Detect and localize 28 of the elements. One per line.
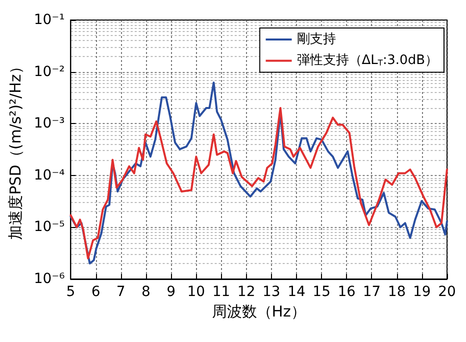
- y-tick-label: 10⁻⁴: [34, 167, 66, 184]
- legend-label: 弾性支持（ΔLT:3.0dB）: [296, 53, 438, 68]
- legend-label: 剛支持: [296, 32, 336, 47]
- y-tick-label: 10⁻⁶: [34, 271, 66, 287]
- x-tick-label: 18: [388, 284, 406, 300]
- x-tick-label: 13: [262, 284, 280, 300]
- x-tick-label: 6: [91, 284, 100, 300]
- x-tick-label: 9: [166, 284, 176, 300]
- x-tick-label: 14: [288, 284, 306, 300]
- x-axis-title: 周波数（Hz）: [212, 302, 306, 320]
- x-tick-label: 11: [212, 284, 230, 300]
- x-tick-label: 16: [338, 284, 356, 300]
- x-tick-label: 12: [237, 284, 256, 300]
- y-tick-label: 10⁻²: [34, 64, 65, 80]
- line-series: [70, 82, 448, 264]
- y-tick-label: 10⁻¹: [34, 12, 65, 28]
- x-tick-label: 10: [187, 284, 206, 300]
- y-tick-label: 10⁻⁵: [34, 219, 65, 236]
- y-tick-label: 10⁻³: [34, 116, 65, 132]
- y-axis-title: 加速度PSD（(m/s²)²/Hz）: [6, 59, 24, 240]
- line-series: [70, 107, 448, 260]
- x-tick-label: 5: [66, 284, 76, 300]
- x-tick-label: 20: [438, 284, 456, 300]
- x-tick-label: 19: [413, 284, 431, 300]
- x-tick-label: 7: [116, 284, 126, 300]
- x-tick-label: 15: [312, 284, 330, 300]
- x-tick-label: 17: [362, 284, 381, 300]
- x-tick-label: 8: [142, 284, 150, 300]
